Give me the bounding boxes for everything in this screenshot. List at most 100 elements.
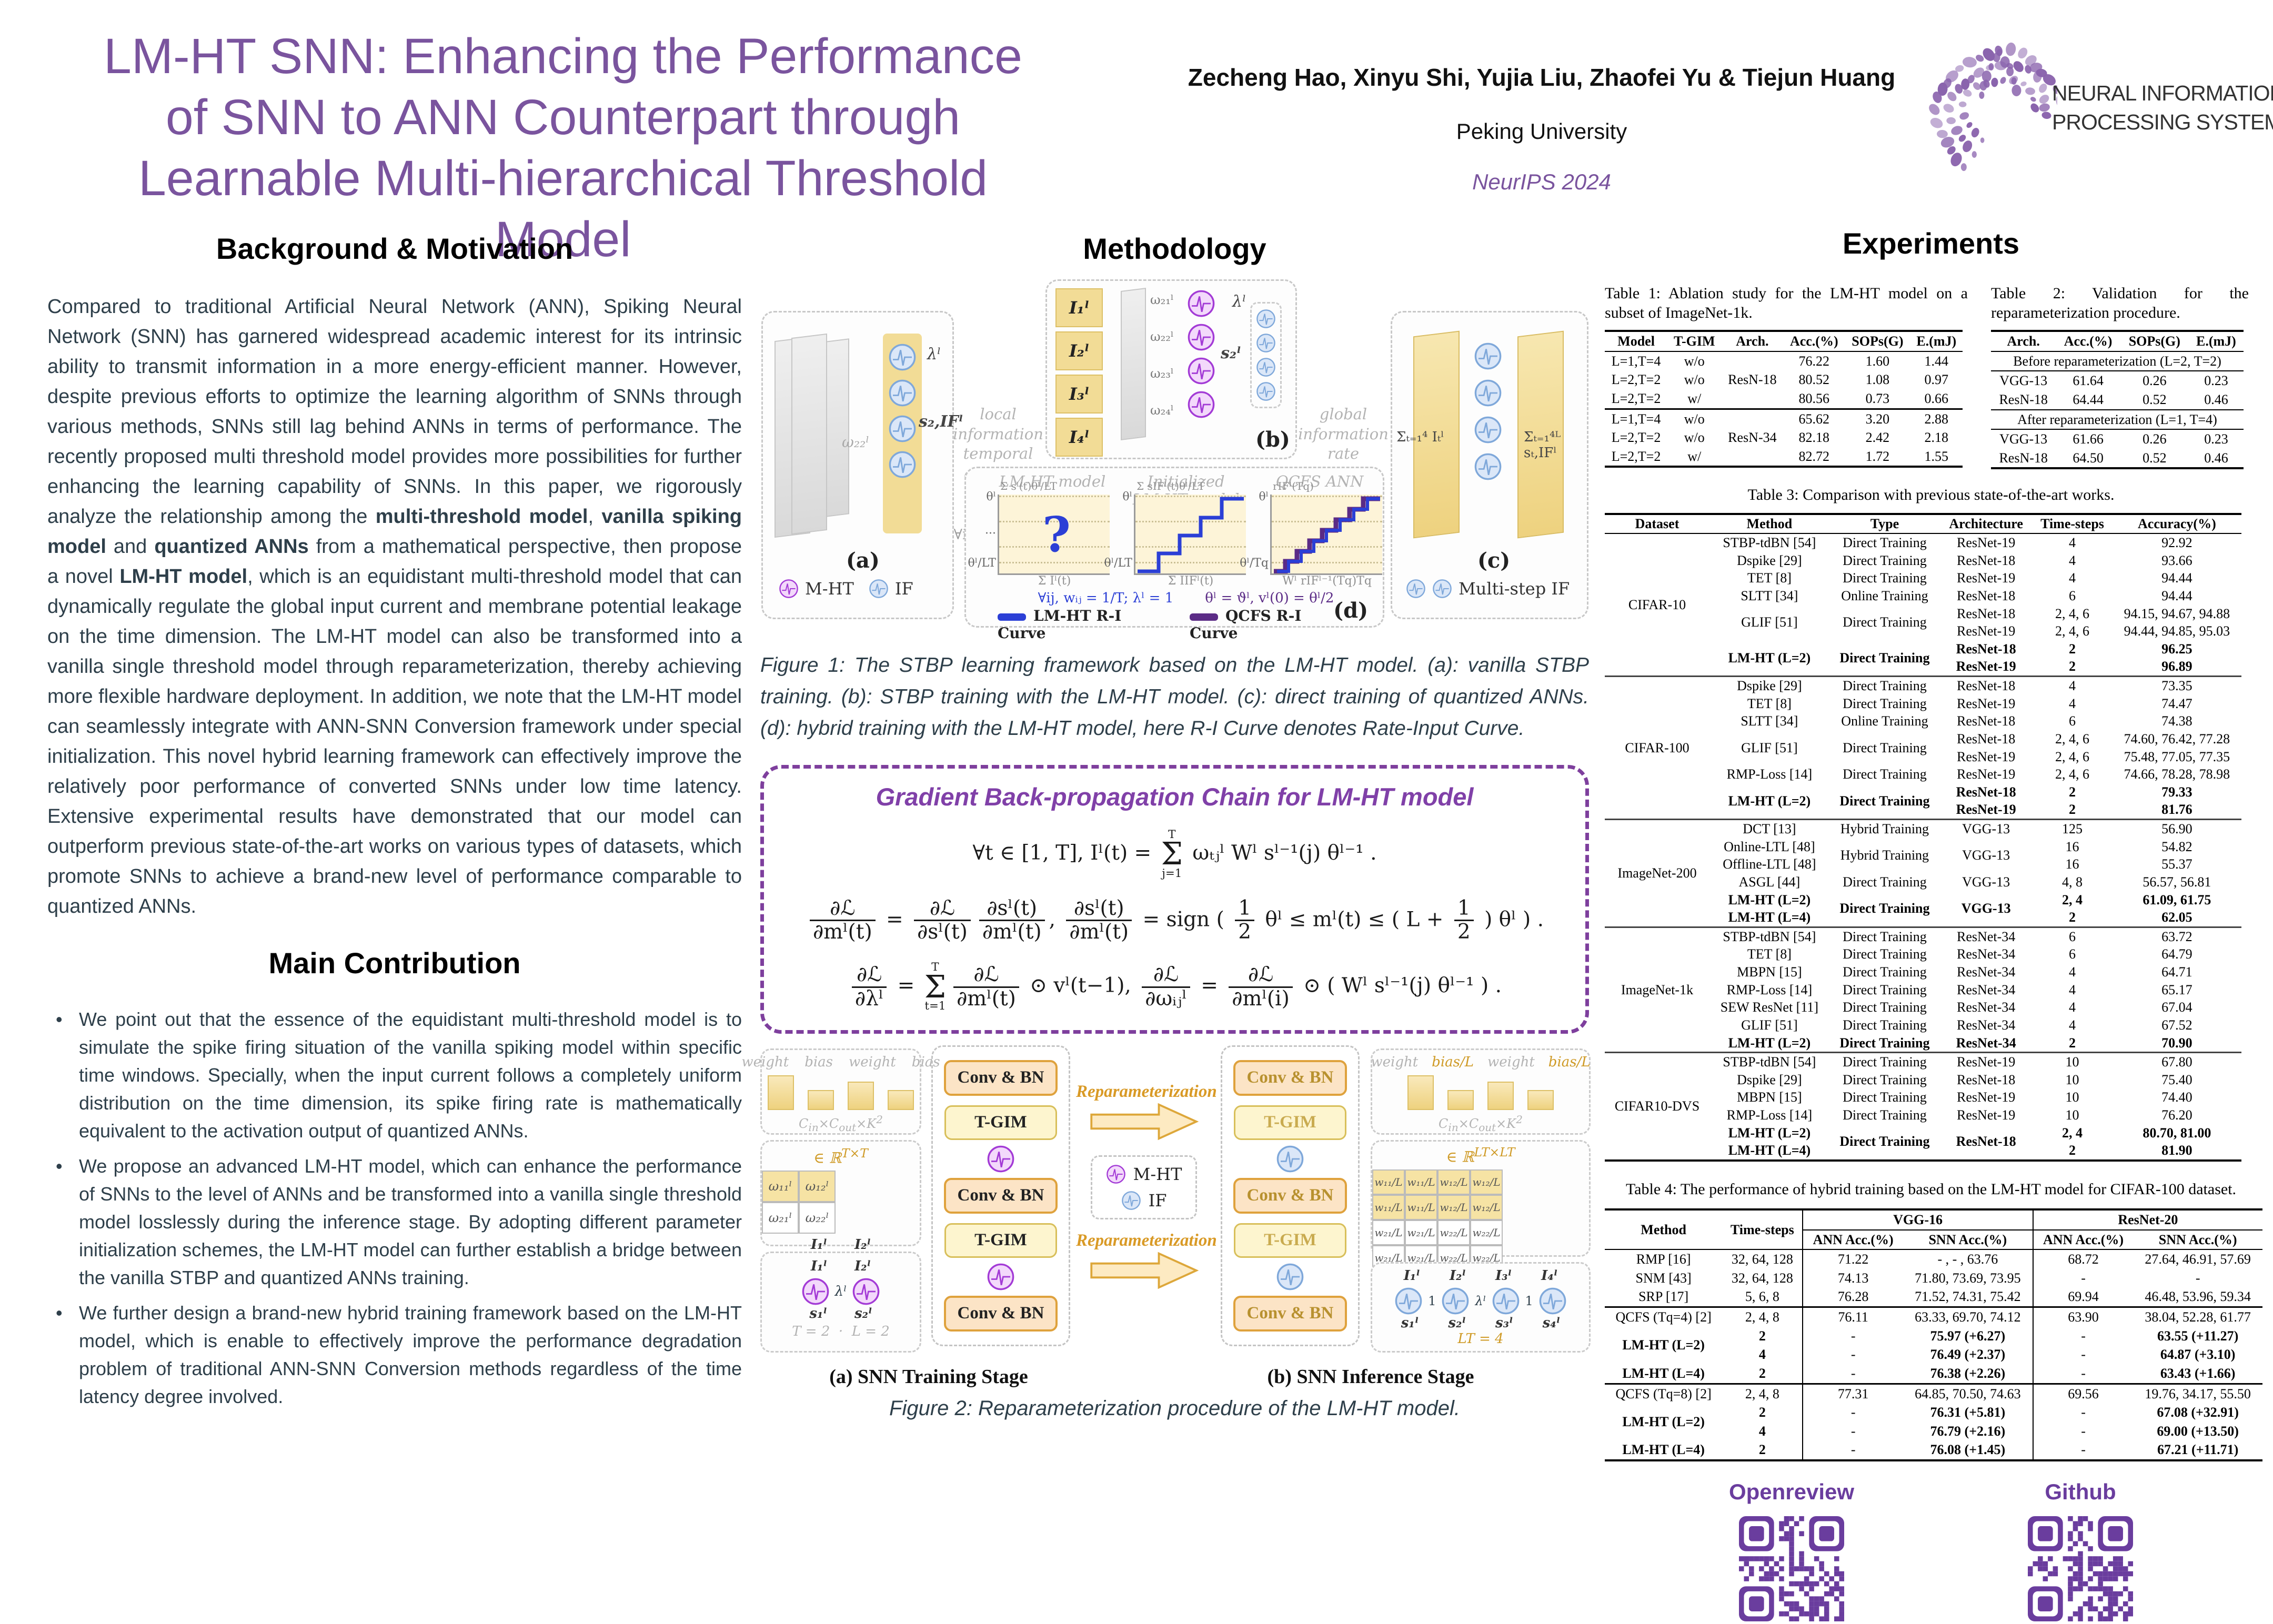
table-cell: -	[2032, 1345, 2134, 1364]
text-segment: ∂ℒ ∂mˡ(i)	[1229, 963, 1293, 1011]
table-cell: ResNet-19	[1957, 749, 2016, 764]
legend-label: M-HT	[1133, 1164, 1182, 1184]
table-row: Arch. Acc.(%) SOPs(G) E.(mJ)	[1991, 331, 2244, 352]
table-cell: Time-steps	[1722, 1209, 1803, 1250]
if-neuron-icon	[1492, 1287, 1520, 1315]
weight-label: ω₂₃ˡ	[1150, 366, 1174, 381]
table-cell: Direct Training	[1843, 874, 1927, 890]
table-cell: 4	[2069, 982, 2076, 997]
table-row: SLTT [34] Online Training ResNet-18 6 74.38	[1605, 712, 2241, 730]
fig2-weight-panel-left: weight bias weight bias Cin×Cout×K2	[741, 1048, 940, 1135]
table-cell: 2, 4, 8	[1722, 1306, 1803, 1327]
table-cell: 2	[2069, 1143, 2076, 1158]
table-row: ASGL [44] Direct Training VGG-13 4, 8 56.57,…	[1605, 873, 2241, 891]
table-row: LM-HT (L=4) 2 81.90	[1605, 1142, 2241, 1161]
table-cell: RMP-Loss [14]	[1726, 982, 1813, 997]
table-cell: 0.46	[2204, 391, 2228, 407]
table-cell: 65.17	[2161, 982, 2192, 997]
table-4-block: Table 4: The performance of hybrid train…	[1605, 1179, 2262, 1461]
table-cell: -	[1802, 1421, 1903, 1441]
page-title: LM-HT SNN: Enhancing the Performance of …	[104, 28, 1022, 267]
text-segment: Compared to traditional Artificial Neura…	[47, 296, 742, 528]
table-row: ResNet-19 2, 4, 6 75.48, 77.05, 77.35	[1605, 748, 2241, 766]
table-cell: E.(mJ)	[1910, 331, 1963, 352]
table-cell: 10	[2032, 1052, 2113, 1071]
if-neuron-icon	[1474, 379, 1502, 407]
if-neuron-icon	[888, 343, 917, 371]
list-item: We point out that the essence of the equ…	[52, 1005, 742, 1145]
affiliation: Peking University	[1456, 119, 1627, 144]
table-row: ImageNet-200 DCT [13] Hybrid Training VGG-1…	[1605, 818, 2241, 927]
table-cell: Direct Training	[1843, 982, 1927, 997]
table-cell: L=2,T=2	[1611, 448, 1661, 464]
table-cell: Direct Training	[1843, 964, 1927, 980]
table-cell: Direct Training	[1843, 740, 1927, 755]
poster: { "header": { "title": "LM-HT SNN: Enhan…	[0, 0, 2273, 1515]
table-cell: ResNet-19	[1957, 766, 2016, 782]
table-cell: w/o	[1684, 353, 1705, 369]
github-label: Github	[2045, 1479, 2116, 1504]
table-row: SNM [43] 32, 64, 128 74.13 71.80, 73.69, 73…	[1605, 1268, 2262, 1288]
table-cell: 76.79 (+2.16)	[1930, 1423, 2006, 1439]
matrix-cell: w₂₂/L	[1470, 1220, 1503, 1246]
table-cell: ResNet-19	[1957, 1107, 2016, 1123]
table-row: TET [8] Direct Training ResNet-19 4 94.44	[1605, 569, 2241, 587]
table-cell: STBP-tdBN [54]	[1709, 1052, 1829, 1071]
table-cell: 74.60, 76.42, 77.28	[2124, 731, 2230, 747]
if-neuron-icon	[869, 579, 889, 599]
table-cell: -	[1802, 1345, 1903, 1364]
table-cell: Dataset	[1605, 514, 1710, 534]
table-row: CIFAR10-DVS STBP-tdBN [54] Direct Training…	[1605, 1052, 2241, 1161]
table-cell: 62.05	[2161, 910, 2192, 925]
if-neuron-icon	[1474, 342, 1502, 370]
table-row: TET [8] Direct Training ResNet-19 4 74.47	[1605, 695, 2241, 713]
weight-label: ω₂₂ˡ	[842, 433, 870, 451]
table-cell: Method	[1709, 514, 1829, 534]
table-cell: T-GIM	[1667, 331, 1722, 352]
table-cell: 76.28	[1802, 1287, 1903, 1307]
fig2-neuron-panel-left: I₁ˡ I₂ˡ λˡ s₁ˡ s₂ˡ T = 2 · L = 2	[760, 1251, 921, 1353]
table-cell: 2, 4, 6	[2055, 749, 2090, 764]
table-cell: 6	[2069, 588, 2076, 603]
if-neuron-row: 1 λˡ 1	[1372, 1287, 1589, 1315]
table-cell: 4	[1758, 1347, 1766, 1363]
table-cell: 82.18	[1798, 430, 1830, 446]
table-row: ImageNet-1k STBP-tdBN [54] Direct Training…	[1605, 926, 2241, 1053]
matrix-cell: w₁₂/L	[1470, 1195, 1503, 1220]
table-cell: VGG-13	[1962, 874, 2010, 890]
text-segment: =	[879, 907, 910, 931]
text-segment: =	[1194, 974, 1225, 998]
table-cell: 2	[1758, 1405, 1766, 1420]
table-cell: 80.52	[1798, 372, 1830, 388]
table-cell: Direct Training	[1843, 1017, 1927, 1033]
table-cell: ResNet-18	[1956, 1134, 2016, 1149]
table-cell: E.(mJ)	[2188, 331, 2244, 352]
table-cell: TET [8]	[1747, 946, 1792, 962]
table-cell: -	[2032, 1403, 2134, 1422]
table-cell: 1.60	[1865, 353, 1890, 369]
input-cell: I₄ˡ	[1055, 418, 1103, 457]
table-cell: ResNet-34	[1940, 926, 2033, 946]
table-cell: Architecture	[1940, 514, 2033, 534]
contribution-list: We point out that the essence of the equ…	[47, 1005, 742, 1410]
if-neuron-column	[1474, 342, 1502, 481]
y-axis-label: rIFˡ(Tq)	[1273, 480, 1314, 492]
table-3: Dataset Method Type Architecture Time-steps A…	[1605, 513, 2241, 1162]
table-cell: GLIF [51]	[1741, 740, 1798, 755]
table-cell: CIFAR-100	[1605, 675, 1710, 820]
dims-label: Cin×Cout×K2	[1372, 1113, 1589, 1134]
table-cell: ResNet-18	[1957, 731, 2016, 747]
text-segment: ,	[588, 506, 602, 528]
table-cell: 64.50	[2073, 450, 2104, 466]
table-cell: 2	[2069, 659, 2076, 674]
text-segment: =	[891, 974, 921, 998]
weight-label: ω₂₄ˡ	[1150, 403, 1174, 418]
text-segment: C	[1439, 1116, 1449, 1131]
spike-labels: s₁ˡ s₂ˡ s₃ˡ s₄ˡ	[1401, 1315, 1561, 1331]
table-cell: 94.44	[2161, 588, 2192, 603]
table-cell: 0.52	[2143, 391, 2167, 407]
table-cell: 2.88	[1910, 408, 1963, 429]
table-cell: -	[1802, 1403, 1903, 1422]
table-cell: 16	[2065, 839, 2079, 854]
